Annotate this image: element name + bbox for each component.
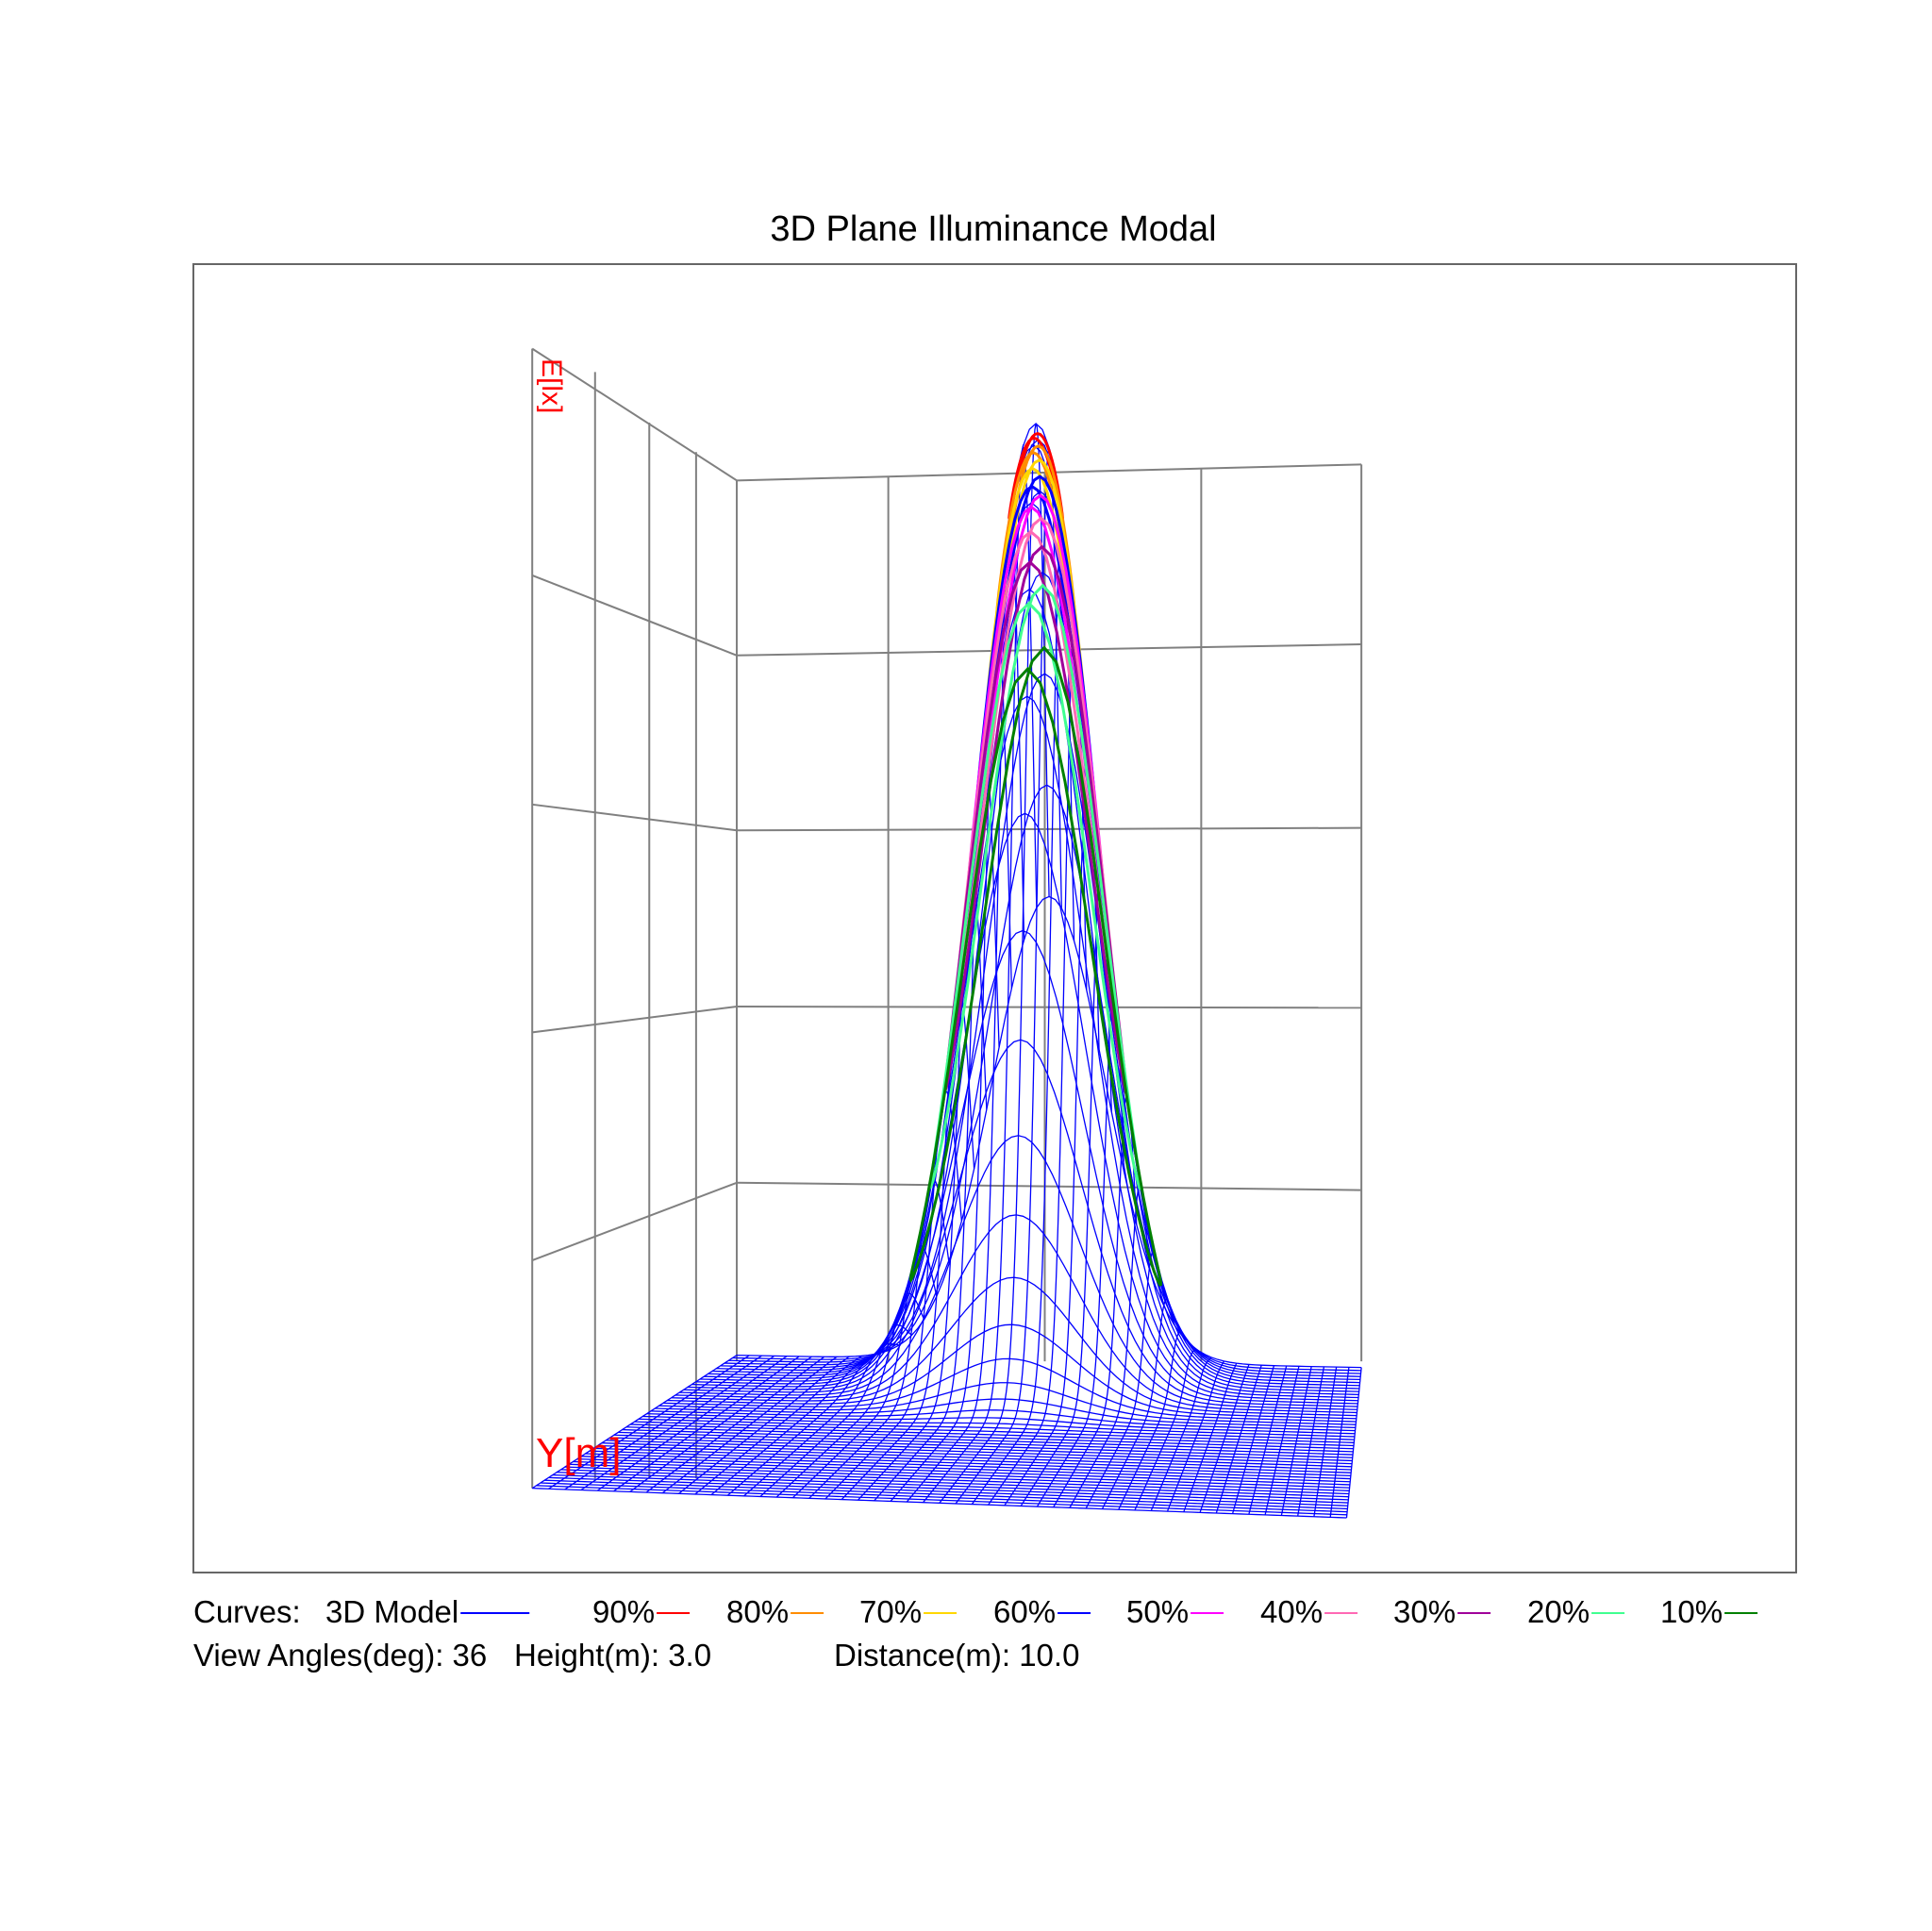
surface-mesh-line (1085, 1250, 1162, 1509)
surface-mesh-line (691, 812, 1358, 1402)
surface-mesh-line (708, 444, 1359, 1390)
info-height: Height(m): 3.0 (514, 1638, 711, 1673)
surface-mesh-line (625, 1426, 1354, 1450)
side-wall-gridline (532, 1006, 738, 1034)
contour-ring-20 (929, 583, 1142, 1190)
surface-mesh-line (581, 1456, 1351, 1483)
legend: Curves: 3D Model 90% 80% 70% 60% 50% 40% 30% 20%… (193, 1594, 1758, 1629)
surface-mesh-line (1248, 1365, 1288, 1515)
surface-mesh-line (601, 1442, 1352, 1468)
legend-label: 40% (1260, 1594, 1323, 1629)
surface-mesh-line (1053, 1094, 1138, 1508)
legend-label: 60% (993, 1594, 1056, 1629)
surface-mesh-line (622, 1428, 1354, 1453)
contour-ring-10 (908, 645, 1163, 1288)
side-wall-gridline (532, 803, 738, 832)
surface-mesh-line (597, 1444, 1352, 1471)
surface-mesh-line (1134, 1349, 1200, 1511)
surface-mesh-line (1036, 986, 1125, 1507)
back-wall-gridline (736, 1181, 1362, 1191)
contour-rings (908, 431, 1163, 1288)
surface-mesh-line (585, 1453, 1351, 1480)
surface-mesh-line (613, 1434, 1353, 1458)
back-wall-gridline (736, 643, 1362, 657)
grid-walls (531, 347, 1363, 1489)
surface-mesh-line (1264, 1366, 1300, 1516)
surface-mesh-line (589, 1450, 1351, 1477)
surface-mesh-line (634, 1421, 1355, 1443)
legend-label: 30% (1393, 1594, 1456, 1629)
surface-mesh-line (544, 1479, 1348, 1510)
surface-mesh-line (1166, 1360, 1225, 1512)
surface-mesh-line (1329, 1367, 1350, 1518)
surface-mesh-line (573, 1460, 1350, 1489)
surface-mesh-line (560, 1469, 1349, 1498)
surface-mesh-line (1313, 1367, 1338, 1517)
contour-ring-30 (943, 544, 1128, 1095)
surface-mesh-line (552, 1473, 1349, 1504)
surface-mesh-line (687, 929, 1358, 1405)
side-wall-gridline (531, 574, 738, 657)
side-wall-gridline (531, 347, 738, 482)
legend-label: 70% (859, 1594, 922, 1629)
info-view-angles: View Angles(deg): 36 (193, 1638, 487, 1673)
back-wall-gridline (736, 826, 1362, 832)
surface-mesh-line (679, 1135, 1357, 1410)
surface-mesh-line (540, 1482, 1348, 1513)
surface-mesh-line (683, 1039, 1358, 1407)
z-axis-label: E[lx] (536, 358, 567, 413)
legend-label: 20% (1527, 1594, 1590, 1629)
surface-mesh-line (1297, 1366, 1325, 1517)
legend-label: 50% (1126, 1594, 1189, 1629)
surface-mesh-line (1345, 1367, 1362, 1519)
legend-label: 3D Model (325, 1594, 458, 1629)
surface-mesh-line (609, 1437, 1353, 1462)
surface-mesh-line (1199, 1364, 1250, 1513)
surface-mesh-line (576, 1457, 1350, 1486)
surface-mesh-line (667, 1323, 1357, 1420)
legend-label: 80% (726, 1594, 789, 1629)
surface-mesh-line (1280, 1366, 1312, 1516)
surface-mesh-line (532, 1487, 1347, 1519)
chart-title: 3D Plane Illuminance Modal (770, 209, 1216, 249)
side-wall-gridline (531, 1181, 738, 1261)
surface-mesh-line (716, 439, 1360, 1384)
surface-mesh-line (1101, 1298, 1175, 1509)
legend-label: 90% (592, 1594, 655, 1629)
legend-label: 10% (1660, 1594, 1723, 1629)
plot-frame (192, 263, 1797, 1573)
surface-mesh-line (564, 1466, 1349, 1495)
y-axis-label: Y[m] (536, 1430, 621, 1476)
surface-mesh-line (630, 1423, 1354, 1447)
surface-mesh (531, 423, 1362, 1519)
surface-mesh-line (720, 490, 1360, 1381)
surface-mesh-line (606, 1440, 1353, 1465)
surface-mesh-line (704, 501, 1359, 1392)
surface-mesh-line (536, 1485, 1347, 1516)
surface-mesh-line (988, 612, 1088, 1506)
surface-mesh-line (557, 1472, 1349, 1501)
surface-mesh-line (1118, 1330, 1188, 1510)
surface-mesh-line (1150, 1357, 1212, 1511)
surface-mesh-line (569, 1463, 1350, 1491)
surface-mesh-line (593, 1447, 1352, 1473)
surface-mesh-line (1231, 1365, 1275, 1514)
surface-mesh-line (1183, 1362, 1238, 1512)
surface-mesh-line (1215, 1364, 1262, 1514)
legend-curves-label: Curves: (193, 1594, 301, 1629)
surface-mesh-line (548, 1476, 1348, 1507)
surface-mesh-line (699, 588, 1359, 1395)
surface-mesh-line (618, 1431, 1354, 1456)
info-distance: Distance(m): 10.0 (834, 1638, 1079, 1673)
